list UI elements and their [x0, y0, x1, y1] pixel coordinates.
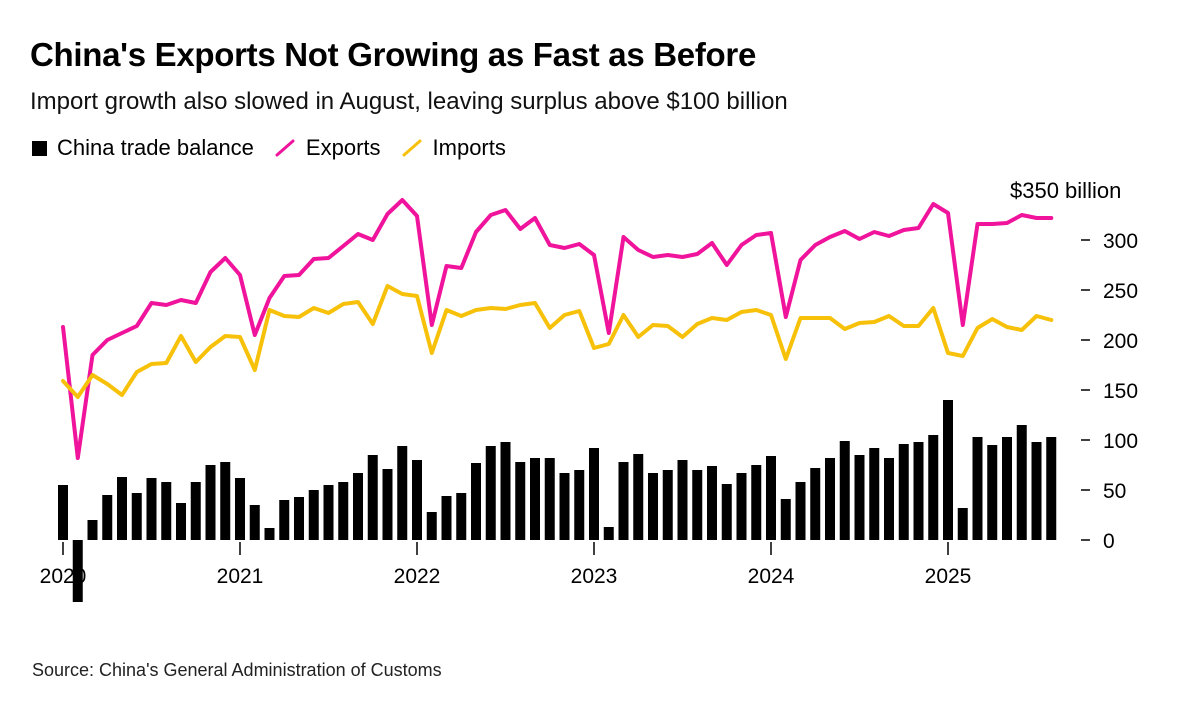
- x-tick-label: 2022: [394, 565, 441, 588]
- legend-bar-swatch-icon: [32, 140, 47, 156]
- trade-balance-bar: [589, 448, 599, 540]
- legend-label-imports: Imports: [432, 135, 506, 160]
- trade-balance-bar: [323, 485, 334, 540]
- trade-balance-bar: [1031, 442, 1042, 540]
- trade-balance-bar: [456, 493, 467, 540]
- chart-subtitle: Import growth also slowed in August, lea…: [30, 88, 788, 115]
- trade-balance-bar: [780, 499, 791, 540]
- y-tick-label: 100: [1103, 430, 1138, 453]
- trade-balance-bar: [264, 528, 275, 540]
- trade-balance-bar: [928, 435, 939, 540]
- trade-balance-bar: [707, 466, 717, 540]
- trade-balance-bar: [426, 512, 437, 540]
- trade-balance-bar: [839, 441, 850, 540]
- trade-balance-bar: [161, 482, 172, 540]
- trade-balance-bar: [574, 470, 585, 540]
- trade-balance-bar: [382, 469, 393, 540]
- source-note: Source: China's General Administration o…: [32, 660, 442, 680]
- trade-balance-bar: [854, 455, 865, 540]
- legend-item-exports: Exports: [274, 135, 381, 161]
- trade-balance-bar: [898, 444, 909, 540]
- trade-balance-bar: [810, 468, 821, 540]
- trade-balance-bar: [146, 478, 157, 540]
- trade-balance-bar: [943, 400, 953, 540]
- trade-balance-bar: [692, 470, 703, 540]
- trade-balance-bar: [220, 462, 231, 540]
- legend-exports-line-icon: [275, 139, 295, 157]
- trade-balance-bar: [279, 500, 290, 540]
- trade-balance-bar: [397, 446, 408, 540]
- trade-balance-bar: [205, 465, 216, 540]
- y-tick-label: 300: [1103, 230, 1138, 253]
- x-tick-label: 2025: [925, 565, 972, 588]
- imports-line: [61, 284, 1054, 399]
- trade-balance-bar: [338, 482, 349, 540]
- legend-label-exports: Exports: [305, 135, 381, 160]
- legend-item-imports: Imports: [401, 135, 506, 161]
- trade-balance-bar: [957, 508, 968, 540]
- trade-balance-bar: [869, 448, 880, 540]
- trade-balance-bar: [751, 465, 762, 540]
- y-tick-label: 50: [1103, 480, 1126, 503]
- trade-balance-bar: [544, 458, 555, 540]
- trade-balance-bar: [766, 456, 776, 540]
- trade-balance-bar: [367, 455, 378, 540]
- trade-balance-bar: [131, 493, 142, 540]
- trade-balance-bar: [235, 478, 245, 540]
- y-tick-label: 200: [1103, 330, 1138, 353]
- trade-balance-bar: [559, 473, 570, 540]
- chart-legend: China trade balance Exports Imports: [32, 135, 526, 161]
- trade-balance-bar: [353, 473, 363, 540]
- trade-balance-bar: [176, 503, 186, 540]
- trade-balance-bar: [500, 442, 511, 540]
- legend-imports-line-icon: [402, 139, 422, 157]
- trade-balance-bar: [884, 458, 894, 540]
- trade-balance-bar: [58, 485, 68, 540]
- trade-balance-bar: [721, 484, 732, 540]
- trade-balance-bar: [530, 458, 540, 540]
- trade-balance-bar: [633, 454, 644, 540]
- trade-balance-bar: [102, 495, 113, 540]
- y-tick-label: 250: [1103, 280, 1138, 303]
- trade-balance-bar: [471, 463, 481, 540]
- trade-balance-bar: [648, 473, 658, 540]
- trade-balance-bar: [1046, 437, 1057, 540]
- trade-balance-bar: [736, 473, 747, 540]
- trade-balance-bar: [987, 445, 998, 540]
- trade-balance-bar: [1002, 437, 1012, 540]
- trade-balance-bar: [294, 497, 304, 540]
- trade-balance-bar: [87, 520, 98, 540]
- trade-balance-bar: [117, 477, 127, 540]
- trade-balance-bar: [441, 496, 452, 540]
- legend-item-trade-balance: China trade balance: [32, 135, 254, 161]
- legend-label-trade-balance: China trade balance: [57, 135, 254, 160]
- trade-balance-bar: [249, 505, 260, 540]
- chart-title: China's Exports Not Growing as Fast as B…: [30, 36, 757, 73]
- trade-balance-bar: [308, 490, 319, 540]
- x-tick-label: 2021: [217, 565, 264, 588]
- trade-balance-bar: [72, 540, 83, 602]
- trade-balance-bar: [485, 446, 496, 540]
- exports-line: [61, 198, 1054, 460]
- trade-balance-bar: [662, 470, 673, 540]
- y-tick-label: 150: [1103, 380, 1138, 403]
- trade-balance-bar: [190, 482, 201, 540]
- y-axis-top-label: $350 billion: [1010, 178, 1122, 203]
- trade-balance-bar: [1016, 425, 1027, 540]
- trade-balance-bar: [677, 460, 688, 540]
- trade-balance-bar: [515, 462, 526, 540]
- trade-balance-bar: [913, 442, 924, 540]
- x-tick-label: 2023: [571, 565, 618, 588]
- y-tick-label: 0: [1103, 530, 1115, 553]
- trade-balance-bar: [412, 460, 422, 540]
- trade-balance-bar: [618, 462, 629, 540]
- x-tick-label: 2024: [748, 565, 795, 588]
- trade-balance-bar: [795, 482, 806, 540]
- trade-balance-bar: [972, 437, 983, 540]
- trade-balance-bar: [603, 527, 614, 540]
- trade-balance-bar: [825, 458, 835, 540]
